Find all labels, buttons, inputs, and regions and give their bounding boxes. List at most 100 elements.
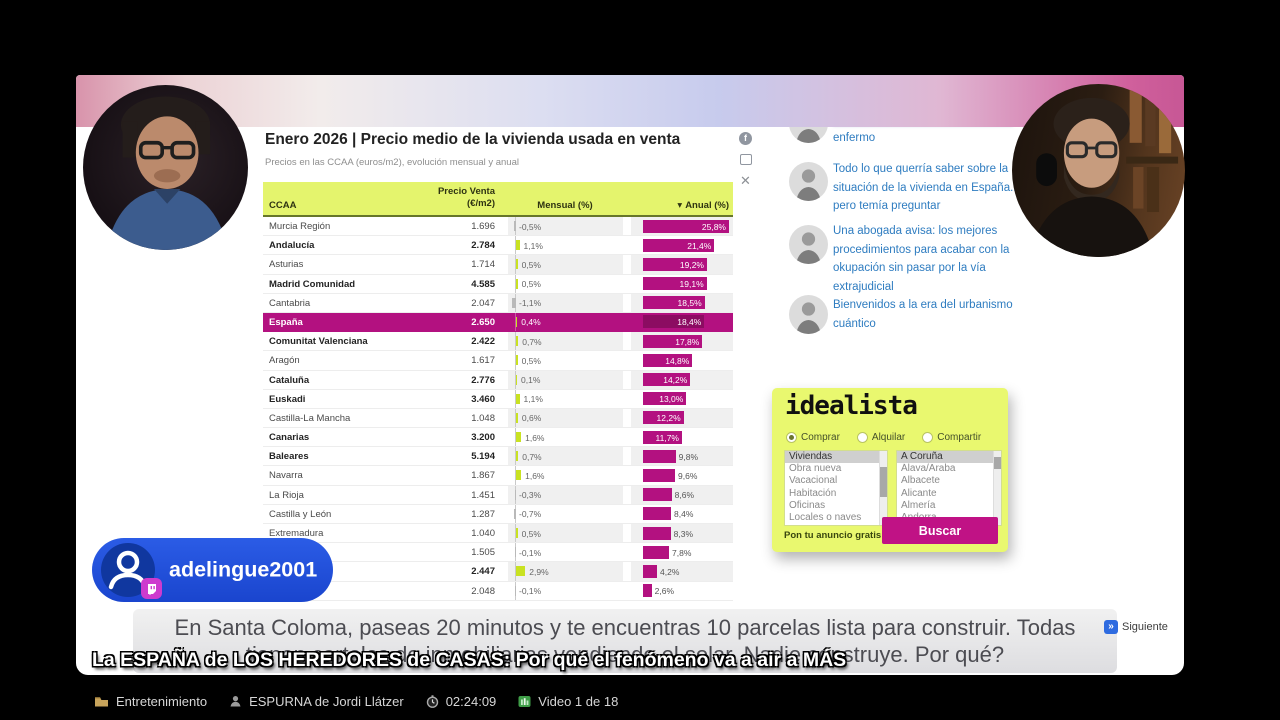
article-link[interactable]: Todo lo que querría saber sobre la situa…	[833, 163, 1020, 212]
header-monthly: Mensual (%)	[537, 200, 593, 211]
embed-icon[interactable]	[739, 154, 752, 165]
article-link[interactable]: Una abogada avisa: los mejores procedimi…	[833, 225, 1010, 293]
province-listbox[interactable]: A Coruña Álava/Araba Albacete Alicante Almer…	[896, 450, 1002, 526]
annual-bar	[643, 564, 657, 578]
annual-value: 19,2%	[679, 259, 704, 270]
article-avatar	[789, 162, 828, 201]
annual-bar: 14,2%	[643, 373, 691, 386]
mode-radio-comprar[interactable]: Comprar	[786, 432, 840, 443]
webcam-host-right	[1012, 84, 1185, 257]
price-value: 2.422	[471, 336, 495, 348]
listbox-option[interactable]: Locales o naves	[789, 511, 862, 523]
annual-bar	[643, 526, 671, 540]
facebook-share-icon[interactable]: f	[739, 132, 752, 145]
ccaa-name: Castilla y León	[269, 508, 332, 520]
mode-radio-compartir[interactable]: Compartir	[922, 432, 981, 443]
listbox-option[interactable]: Almería	[901, 499, 936, 511]
price-value: 1.714	[471, 259, 495, 271]
monthly-value: 0,5%	[521, 528, 541, 539]
listbox-option[interactable]: Vacacional	[789, 475, 838, 487]
table-row: Cantabria 2.047 -1,1% 18,5%	[263, 293, 733, 313]
article-link[interactable]: enfermo	[833, 132, 876, 144]
monthly-value: -0,5%	[519, 221, 542, 232]
monthly-value: 0,4%	[521, 317, 541, 328]
video-count-label: Video 1 de 18	[538, 693, 619, 709]
monthly-bar	[515, 547, 516, 558]
monthly-bar	[516, 470, 522, 481]
table-row: Madrid Comunidad 4.585 0,5% 19,1%	[263, 274, 733, 294]
ccaa-name: Murcia Región	[269, 221, 331, 232]
page-subtitle: Precios en las CCAA (euros/m2), evolució…	[265, 157, 519, 168]
monthly-value: -0,3%	[519, 490, 542, 501]
price-value: 1.287	[471, 508, 495, 520]
video-count-item: Video 1 de 18	[518, 694, 618, 709]
ccaa-name: Baleares	[269, 451, 309, 463]
monthly-bar	[516, 412, 518, 423]
property-type-listbox[interactable]: Viviendas Obra nueva Vacacional Habitación O…	[784, 450, 888, 526]
monthly-cell: 0,5%	[508, 274, 623, 293]
search-button[interactable]: Buscar	[882, 517, 998, 544]
monthly-bar	[516, 432, 522, 443]
close-icon[interactable]: ✕	[740, 173, 751, 188]
monthly-value: 0,5%	[521, 355, 541, 366]
monthly-bar	[516, 451, 519, 462]
monthly-cell: -0,7%	[508, 504, 623, 524]
monthly-cell: -0,3%	[508, 485, 623, 505]
monthly-bar	[516, 355, 518, 366]
annual-cell: 18,4%	[631, 313, 733, 331]
price-value: 1.696	[471, 221, 495, 232]
table-row: Andalucía 2.784 1,1% 21,4%	[263, 236, 733, 256]
listbox-option[interactable]: Albacete	[901, 475, 940, 487]
listbox-option[interactable]: Habitación	[789, 487, 837, 499]
annual-value: 14,2%	[663, 375, 688, 385]
elapsed-label: 02:24:09	[445, 693, 497, 709]
post-ad-link[interactable]: Pon tu anuncio gratis	[784, 530, 882, 541]
annual-bar	[643, 545, 669, 559]
next-video-button[interactable]: » Siguiente	[1104, 620, 1168, 634]
annual-value: 14,8%	[665, 355, 690, 366]
monthly-bar	[516, 393, 520, 404]
listbox-scrollbar[interactable]	[993, 451, 1001, 525]
annual-value: 25,8%	[701, 221, 726, 232]
annual-bar: 12,2%	[643, 411, 684, 425]
listbox-option[interactable]: Alicante	[901, 487, 937, 499]
ccaa-name: España	[269, 316, 303, 328]
listbox-option[interactable]: A Coruña	[897, 451, 1001, 464]
monthly-value: -0,7%	[519, 509, 542, 520]
price-value: 2.048	[471, 585, 495, 597]
price-value: 1.040	[471, 528, 495, 539]
price-value: 1.505	[471, 547, 495, 559]
annual-value: 18,4%	[677, 317, 702, 328]
ccaa-name: Castilla-La Mancha	[269, 412, 351, 424]
annual-cell: 2,6%	[631, 582, 733, 600]
username-badge[interactable]: adelingue2001	[92, 538, 333, 602]
mode-radio-alquilar[interactable]: Alquilar	[856, 432, 905, 443]
listbox-option[interactable]: Álava/Araba	[901, 463, 956, 475]
ccaa-price-table: CCAA Precio Venta (€/m2) Mensual (%) ▾ Anu…	[263, 182, 733, 601]
article-avatar	[789, 225, 828, 264]
monthly-value: 0,1%	[521, 375, 541, 385]
price-value: 1.048	[471, 412, 495, 424]
monthly-cell: -0,5%	[508, 217, 623, 236]
monthly-cell: 1,6%	[508, 466, 623, 485]
microphone-icon	[1036, 153, 1057, 187]
monthly-bar	[516, 259, 518, 270]
person-left-illustration	[106, 96, 229, 250]
price-value: 1.617	[471, 355, 495, 367]
annual-bar: 21,4%	[643, 238, 715, 252]
annual-bar: 18,4%	[643, 315, 705, 329]
listbox-option[interactable]: Oficinas	[789, 499, 826, 511]
listbox-option[interactable]: Viviendas	[785, 451, 887, 464]
ccaa-name: Extremadura	[269, 528, 324, 539]
monthly-value: -1,1%	[519, 298, 542, 309]
annual-cell: 17,8%	[631, 332, 733, 351]
header-annual[interactable]: ▾ Anual (%)	[677, 200, 729, 211]
table-row: Asturias 1.714 0,5% 19,2%	[263, 255, 733, 275]
monthly-cell: -0,1%	[508, 581, 623, 600]
listbox-scrollbar[interactable]	[879, 451, 887, 525]
idealista-logo: idealista	[785, 391, 918, 421]
listbox-option[interactable]: Obra nueva	[789, 463, 842, 475]
annual-cell: 25,8%	[631, 217, 733, 236]
monthly-bar	[516, 278, 518, 289]
article-link[interactable]: Bienvenidos a la era del urbanismo cuánt…	[833, 299, 1013, 330]
